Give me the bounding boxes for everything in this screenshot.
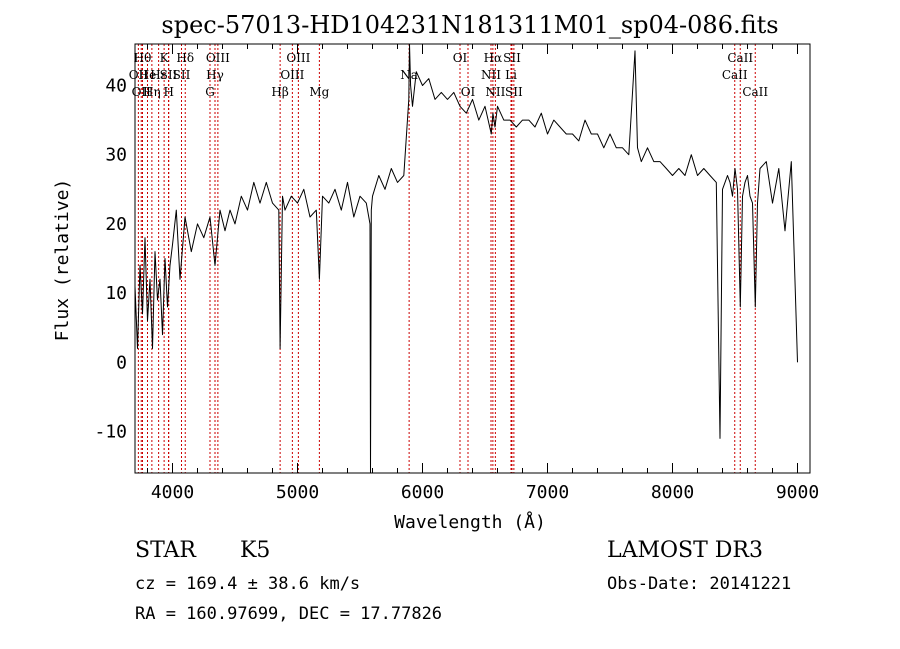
- line-label-10: SII: [173, 68, 191, 82]
- y-tick-label: 10: [105, 283, 127, 304]
- y-tick-label: 40: [105, 76, 127, 97]
- x-tick-label: 8000: [651, 482, 694, 503]
- observation-date: Obs-Date: 20141221: [607, 574, 792, 594]
- y-tick-label: 20: [105, 214, 127, 235]
- y-tick-label: 0: [116, 352, 127, 373]
- line-label-20: OI: [461, 85, 476, 99]
- line-label-9: Hδ: [176, 51, 194, 65]
- line-label-25: SII: [503, 51, 521, 65]
- x-tick-label: 7000: [526, 482, 569, 503]
- line-labels: OIIOIIHθHeHηHεKSIIHHδSIIGHγOIIIHβOIIIOII…: [129, 51, 769, 99]
- line-label-14: Hβ: [271, 85, 288, 99]
- spectrum-series-flux: [134, 43, 798, 474]
- line-label-24: Li: [505, 68, 517, 82]
- line-label-19: OI: [453, 51, 468, 65]
- survey-name: LAMOST DR3: [607, 538, 763, 563]
- line-label-11: G: [205, 85, 215, 99]
- line-label-1: OII: [132, 85, 152, 99]
- x-axis-label: Wavelength (Å): [394, 511, 546, 533]
- axes: 4000 5000 6000 7000 8000 9000 -10 0 10 20 30 40: [94, 43, 819, 503]
- series-layer: [134, 43, 798, 474]
- line-label-15: OIII: [280, 68, 304, 82]
- plot-frame: [134, 43, 811, 474]
- line-label-6: K: [160, 51, 170, 65]
- line-label-29: CaII: [742, 85, 768, 99]
- x-tick-label: 6000: [401, 482, 444, 503]
- line-label-28: CaII: [727, 51, 753, 65]
- line-label-18: Na: [400, 68, 418, 82]
- line-label-2: Hθ: [134, 51, 152, 65]
- chart-title: spec-57013-HD104231N181311M01_sp04-086.f…: [161, 11, 778, 39]
- line-label-8: H: [164, 85, 174, 99]
- line-label-13: OIII: [206, 51, 230, 65]
- line-label-27: CaII: [722, 68, 748, 82]
- line-label-23: NII: [485, 85, 505, 99]
- redshift-value: cz = 169.4 ± 38.6 km/s: [135, 574, 361, 594]
- line-label-21: NII: [481, 68, 501, 82]
- line-label-22: Hα: [484, 51, 503, 65]
- line-label-5: Hε: [150, 68, 167, 82]
- x-tick-label: 4000: [151, 482, 194, 503]
- object-subclass: K5: [240, 538, 271, 563]
- coordinates: RA = 160.97699, DEC = 17.77826: [135, 604, 443, 624]
- line-markers: [137, 44, 756, 473]
- line-label-17: Mg: [309, 85, 329, 99]
- line-label-4: Hη: [143, 85, 161, 99]
- line-label-3: He: [139, 68, 157, 82]
- y-axis-label: Flux (relative): [52, 179, 73, 342]
- x-tick-label: 9000: [776, 482, 819, 503]
- line-label-12: Hγ: [206, 68, 224, 82]
- x-tick-label: 5000: [276, 482, 319, 503]
- object-class: STAR: [135, 538, 196, 563]
- line-label-16: OIII: [286, 51, 310, 65]
- line-label-26: SII: [505, 85, 523, 99]
- line-label-7: SII: [160, 68, 178, 82]
- y-tick-label: 30: [105, 145, 127, 166]
- y-tick-label: -10: [94, 421, 127, 442]
- line-label-0: OII: [129, 68, 149, 82]
